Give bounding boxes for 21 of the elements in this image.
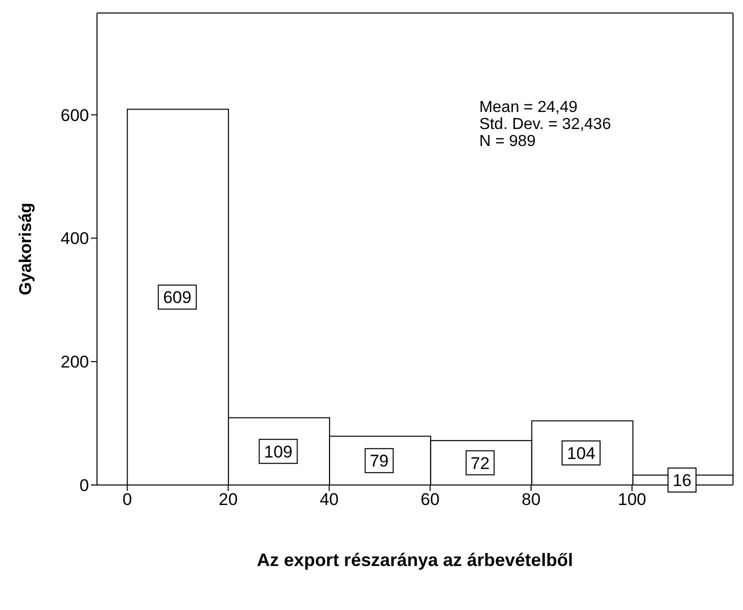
data-label: 109 [264,442,292,462]
y-tick-label: 200 [60,352,89,372]
data-label: 79 [370,452,389,471]
annotation: N = 989 [479,133,536,150]
x-tick-label: 60 [420,490,440,510]
data-label: 104 [566,444,596,463]
annotation: Mean = 24,49 [479,99,578,116]
x-tick-label: 100 [618,490,646,510]
x-tick-label: 0 [122,490,132,510]
x-axis-title: Az export részaránya az árbevételből [256,550,574,570]
x-tick-label: 20 [218,490,238,510]
y-axis-title: Gyakoriság [16,202,36,296]
annotation: Std. Dev. = 32,436 [479,116,612,133]
data-label: 609 [163,288,192,308]
x-tick-label: 40 [320,490,339,510]
y-tick-label: 0 [80,476,89,496]
data-label: 16 [672,471,692,490]
x-tick-label: 80 [522,490,541,510]
y-tick-label: 400 [60,229,89,248]
data-label: 72 [470,454,490,473]
y-tick-label: 600 [60,106,89,125]
